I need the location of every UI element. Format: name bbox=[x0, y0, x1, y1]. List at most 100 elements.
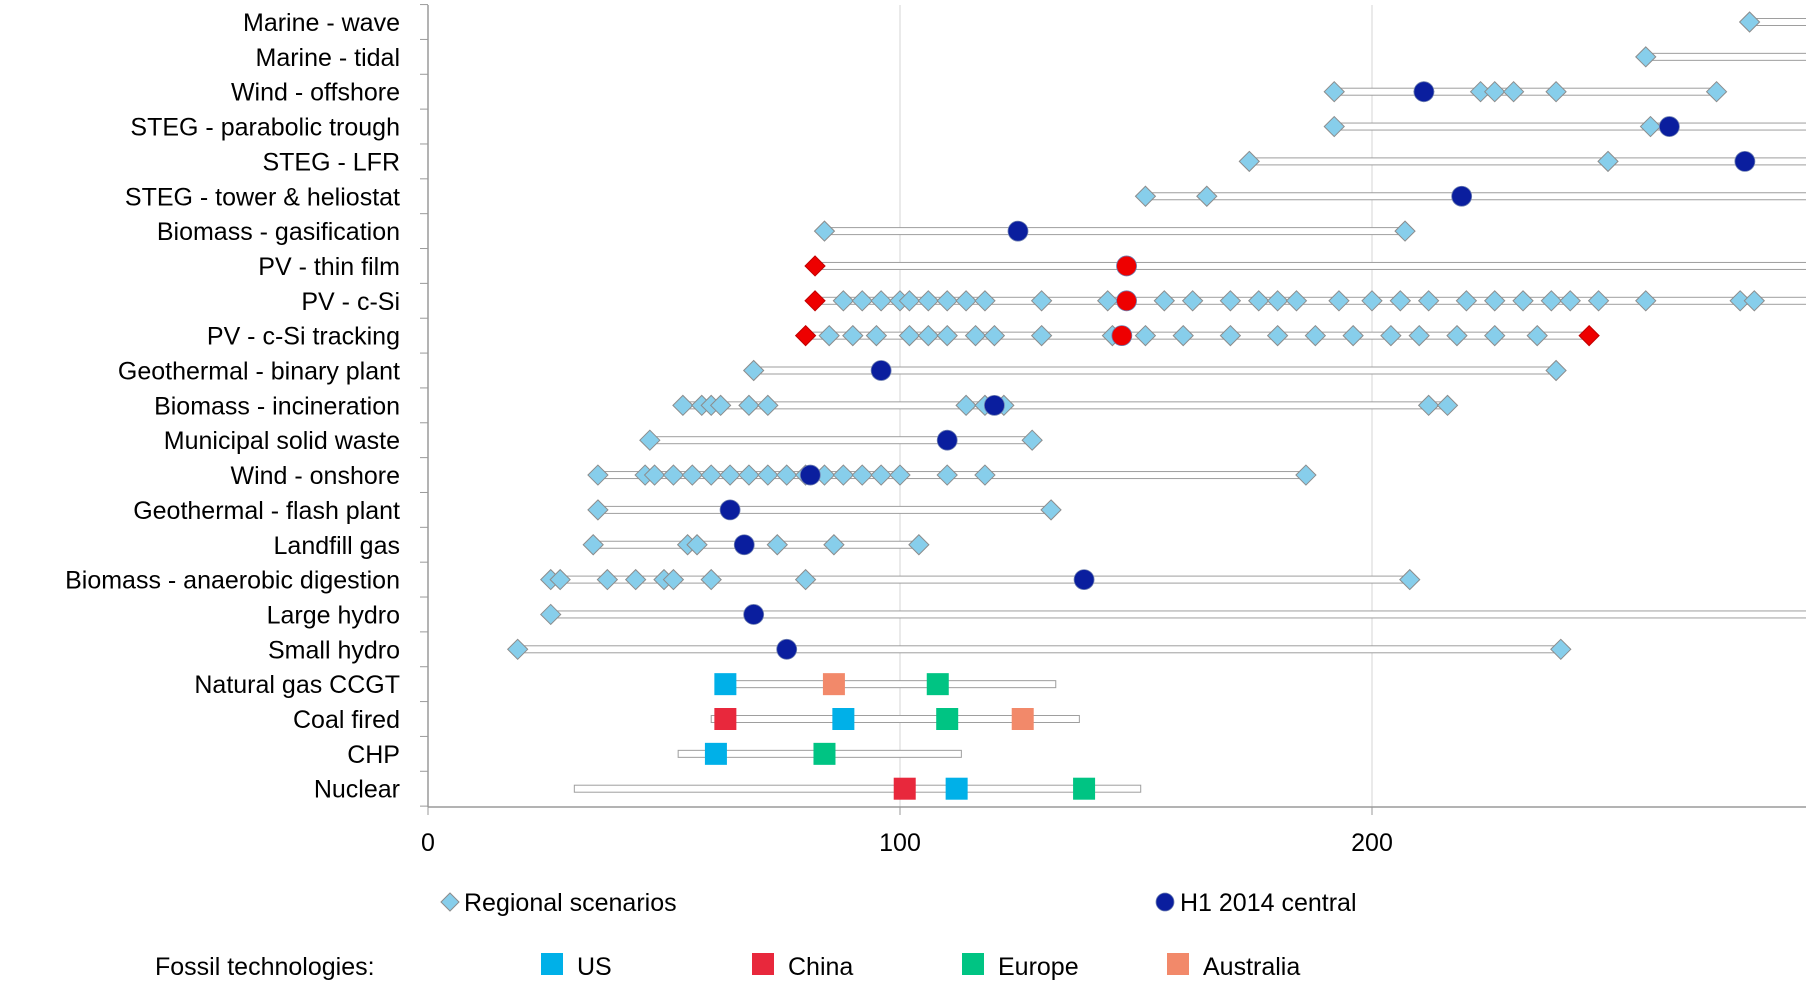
marker-regional-scenarios-wind-offshore bbox=[1484, 80, 1506, 103]
marker-regional-scenarios-municipal-solid-waste bbox=[639, 429, 661, 451]
category-label-geothermal-flash-plant: Geothermal - flash plant bbox=[133, 497, 400, 525]
marker-regional-scenarios-wind-onshore bbox=[719, 464, 741, 486]
legend-fossil-title: Fossil technologies: bbox=[155, 953, 375, 981]
marker-regional-scenarios-wind-onshore bbox=[870, 464, 892, 486]
marker-regional-scenarios-pv-c-si-tracking bbox=[983, 324, 1006, 347]
marker-regional-scenarios-wind-onshore bbox=[681, 464, 704, 486]
marker-regional-scenarios-wind-onshore bbox=[1295, 464, 1317, 486]
legend-label-h1-2014-central: H1 2014 central bbox=[1180, 889, 1357, 917]
marker-china-nuclear bbox=[893, 777, 916, 800]
marker-regional-scenarios-pv-c-si-tracking bbox=[917, 324, 940, 347]
marker-regional-scenarios-landfill-gas bbox=[686, 534, 708, 556]
marker-regional-scenarios-landfill-gas bbox=[823, 534, 845, 556]
marker-regional-scenarios-wind-onshore bbox=[738, 464, 760, 486]
marker-europe-natural-gas-ccgt bbox=[926, 673, 949, 696]
marker-regional-scenarios-steg-parabolic-trough bbox=[1639, 115, 1662, 138]
category-label-steg-lfr: STEG - LFR bbox=[262, 148, 400, 176]
legend-swatch-china bbox=[752, 953, 774, 975]
category-label-biomass-incineration: Biomass - incineration bbox=[154, 392, 400, 420]
marker-regional-scenarios-landfill-gas bbox=[582, 534, 604, 556]
marker-regional-scenarios-wind-onshore bbox=[851, 464, 873, 486]
marker-regional-scenarios-pv-c-si bbox=[1248, 290, 1270, 312]
label-layer: Marine - wave1037Marine - tidal844Wind -… bbox=[65, 9, 400, 804]
marker-h1-2014-central-geothermal-binary-plant bbox=[870, 360, 892, 381]
marker-us-chp bbox=[704, 742, 727, 765]
range-bar-landfill-gas bbox=[592, 540, 920, 549]
marker-regional-scenarios-wind-offshore bbox=[1323, 80, 1345, 103]
marker-regional-scenarios-pv-c-si-tracking bbox=[1172, 324, 1194, 347]
marker-regional-scenarios-biomass-anaerobic-digestion bbox=[624, 568, 647, 591]
axis-layer: 0100200300400500 bbox=[420, 4, 1806, 857]
range-bar-large-hydro bbox=[550, 610, 1806, 619]
range-bar-biomass-incineration bbox=[682, 401, 1449, 410]
marker-regional-scenarios-pv-c-si bbox=[1030, 290, 1053, 312]
range-bar-small-hydro bbox=[517, 645, 1562, 654]
marker-regional-scenarios-geothermal-flash-plant bbox=[1040, 499, 1062, 521]
marker-h1-2014-central-steg-parabolic-trough bbox=[1658, 116, 1680, 137]
category-label-chp: CHP bbox=[347, 741, 400, 769]
range-bar-nuclear bbox=[573, 784, 1142, 793]
marker-regional-scenarios-wind-onshore bbox=[832, 464, 855, 486]
x-tick-label-0: 0 bbox=[421, 829, 435, 857]
marker-h1-2014-central-geothermal-flash-plant bbox=[719, 499, 741, 521]
marker-pv-extremes-pv-c-si bbox=[804, 290, 826, 312]
marker-regional-scenarios-pv-c-si bbox=[1417, 290, 1440, 312]
marker-regional-scenarios-pv-c-si bbox=[1587, 290, 1610, 312]
range-bar-geothermal-flash-plant bbox=[597, 505, 1052, 514]
marker-regional-scenarios-pv-c-si bbox=[1559, 290, 1581, 312]
category-label-wind-onshore: Wind - onshore bbox=[230, 462, 400, 490]
marker-regional-scenarios-marine-wave bbox=[1738, 11, 1761, 33]
marker-regional-scenarios-pv-c-si bbox=[898, 290, 921, 312]
marker-regional-scenarios-pv-c-si-tracking bbox=[1266, 324, 1289, 347]
marker-regional-scenarios-pv-c-si-tracking bbox=[865, 324, 888, 347]
marker-us-natural-gas-ccgt bbox=[714, 673, 737, 696]
marker-regional-scenarios-pv-c-si bbox=[1455, 290, 1478, 312]
marker-regional-scenarios-pv-c-si bbox=[1285, 290, 1308, 312]
marker-regional-scenarios-pv-c-si-tracking bbox=[898, 324, 921, 347]
marker-regional-scenarios-biomass-anaerobic-digestion bbox=[596, 568, 619, 591]
range-bar-municipal-solid-waste bbox=[649, 436, 1033, 445]
legend-label-us: US bbox=[577, 953, 612, 981]
x-tick-label-200: 200 bbox=[1351, 829, 1393, 857]
marker-regional-scenarios-wind-onshore bbox=[643, 464, 666, 486]
category-label-natural-gas-ccgt: Natural gas CCGT bbox=[194, 671, 400, 699]
marker-regional-scenarios-pv-c-si bbox=[1484, 290, 1506, 312]
marker-pv-central-pv-c-si bbox=[1116, 290, 1137, 312]
marker-regional-scenarios-wind-onshore bbox=[974, 464, 996, 486]
category-label-steg-parabolic-trough: STEG - parabolic trough bbox=[130, 114, 400, 142]
marker-regional-scenarios-biomass-incineration bbox=[672, 394, 694, 417]
marker-h1-2014-central-large-hydro bbox=[743, 604, 765, 625]
marker-regional-scenarios-wind-offshore bbox=[1705, 80, 1728, 103]
marker-regional-scenarios-pv-c-si bbox=[1266, 290, 1289, 312]
marker-china-coal-fired bbox=[714, 708, 737, 730]
marker-regional-scenarios-biomass-incineration bbox=[738, 394, 760, 417]
category-label-marine-wave: Marine - wave bbox=[243, 9, 400, 37]
marker-regional-scenarios-biomass-gasification bbox=[1394, 220, 1416, 242]
x-tick-label-100: 100 bbox=[879, 829, 921, 857]
marker-regional-scenarios-biomass-anaerobic-digestion bbox=[662, 568, 685, 591]
marker-regional-scenarios-municipal-solid-waste bbox=[1021, 429, 1043, 451]
range-bar-pv-thin-film bbox=[814, 261, 1806, 270]
marker-pv-extremes-pv-c-si-tracking bbox=[1578, 324, 1600, 347]
marker-regional-scenarios-pv-c-si-tracking bbox=[818, 324, 840, 347]
marker-regional-scenarios-pv-c-si-tracking bbox=[964, 324, 987, 347]
marker-regional-scenarios-pv-c-si-tracking bbox=[1446, 324, 1468, 347]
marker-regional-scenarios-pv-c-si bbox=[1540, 290, 1563, 312]
marker-regional-scenarios-pv-c-si bbox=[870, 290, 892, 312]
marker-regional-scenarios-pv-c-si bbox=[1512, 290, 1534, 312]
marker-regional-scenarios-geothermal-flash-plant bbox=[587, 499, 609, 521]
marker-regional-scenarios-landfill-gas bbox=[908, 534, 930, 556]
marker-regional-scenarios-pv-c-si-tracking bbox=[1030, 324, 1053, 347]
marker-regional-scenarios-biomass-anaerobic-digestion bbox=[1399, 568, 1421, 591]
marker-regional-scenarios-steg-lfr bbox=[1597, 150, 1619, 173]
marker-h1-2014-central-steg-lfr bbox=[1734, 150, 1756, 172]
marker-australia-natural-gas-ccgt bbox=[822, 673, 845, 696]
marker-regional-scenarios-small-hydro bbox=[506, 638, 529, 661]
marker-regional-scenarios-pv-c-si bbox=[1153, 290, 1176, 312]
marker-regional-scenarios-marine-tidal bbox=[1635, 46, 1657, 68]
category-label-biomass-gasification: Biomass - gasification bbox=[157, 218, 400, 246]
range-bar-marine-tidal bbox=[1645, 52, 1806, 61]
range-bar-natural-gas-ccgt bbox=[720, 680, 1057, 689]
legend-label-europe: Europe bbox=[998, 953, 1079, 981]
marker-layer bbox=[506, 11, 1766, 800]
